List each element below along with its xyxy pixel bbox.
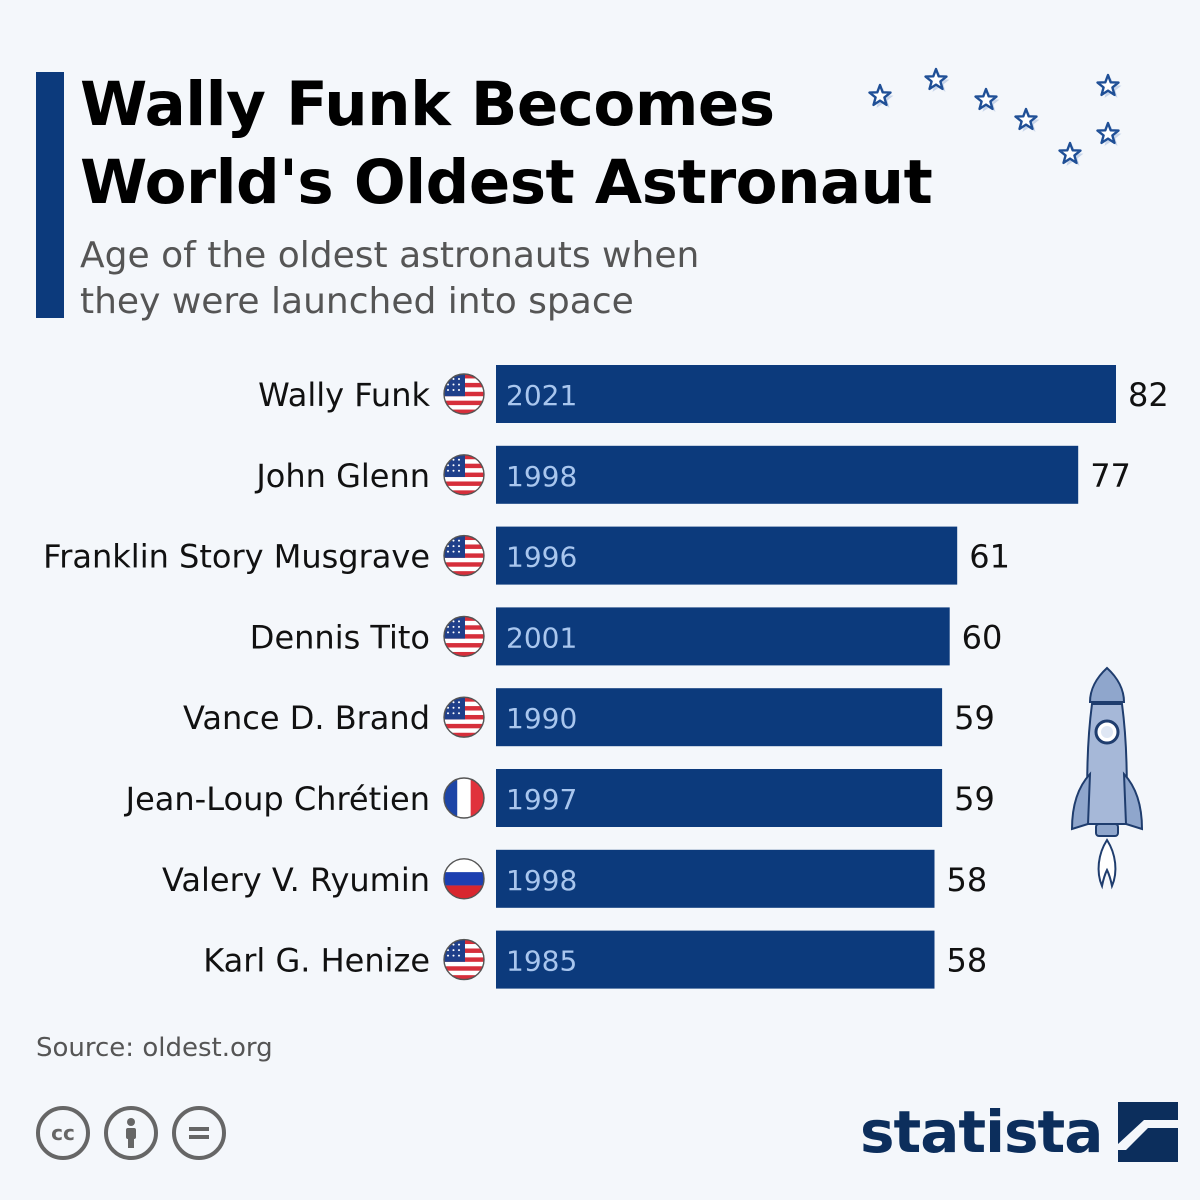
bar — [496, 607, 950, 666]
subtitle-line-2: they were launched into space — [80, 281, 634, 322]
year-label: 1985 — [506, 945, 577, 978]
star-icon — [924, 67, 948, 91]
value-label: 58 — [947, 942, 988, 980]
statista-mark-icon — [1118, 1102, 1179, 1162]
category-label: Valery V. Ryumin — [162, 861, 430, 899]
star-icon — [1096, 73, 1120, 97]
value-label: 61 — [969, 538, 1010, 576]
bar-row: Jean-Loup Chrétien 1997 59 — [124, 769, 995, 827]
bar — [496, 930, 935, 989]
us-flag-icon — [443, 534, 485, 577]
bar-row: John Glenn 1998 77 — [254, 445, 1131, 504]
subtitle-line-1: Age of the oldest astronauts when — [80, 235, 700, 276]
star-icon — [1096, 121, 1120, 145]
category-label: Karl G. Henize — [203, 942, 430, 980]
title-line-1: Wally Funk Becomes — [80, 69, 775, 140]
star-icon — [1014, 107, 1038, 131]
us-flag-icon — [443, 938, 485, 981]
category-label: Wally Funk — [258, 376, 430, 414]
attribution-icon[interactable] — [104, 1106, 158, 1160]
bar — [496, 849, 935, 908]
statista-logo[interactable]: statista — [860, 1098, 1179, 1166]
value-label: 60 — [962, 618, 1003, 656]
bar-row: Dennis Tito 2001 60 — [250, 607, 1003, 666]
category-label: Vance D. Brand — [183, 699, 430, 737]
page-title: Wally Funk Becomes World's Oldest Astron… — [80, 66, 1020, 222]
star-icon — [974, 87, 998, 111]
year-label: 2001 — [506, 621, 577, 654]
france-flag-icon — [443, 777, 485, 819]
value-label: 58 — [947, 861, 988, 899]
russia-flag-icon — [443, 858, 485, 900]
bar-row: Vance D. Brand 1990 59 — [183, 688, 995, 747]
us-flag-icon — [443, 615, 485, 658]
category-label: Dennis Tito — [250, 618, 430, 656]
bar-row: Valery V. Ryumin 1998 58 — [162, 849, 988, 908]
bar-chart: Wally Funk 2021 82 John Glenn 1998 77 Franklin… — [43, 365, 1169, 989]
rocket-icon — [1070, 666, 1144, 890]
category-label: Jean-Loup Chrétien — [124, 780, 430, 818]
stars-decoration — [868, 67, 1122, 166]
bar — [496, 365, 1116, 423]
bar — [496, 769, 943, 827]
bar — [496, 445, 1079, 504]
year-label: 1997 — [506, 783, 577, 816]
bar-row: Wally Funk 2021 82 — [258, 365, 1169, 423]
year-label: 1996 — [506, 541, 577, 574]
cc-icon[interactable]: cc — [36, 1106, 90, 1160]
page-subtitle: Age of the oldest astronauts when they w… — [80, 233, 780, 325]
bar-row: Franklin Story Musgrave 1996 61 — [43, 526, 1010, 585]
year-label: 1998 — [506, 460, 577, 493]
category-label: John Glenn — [254, 457, 430, 495]
bar — [496, 526, 958, 585]
us-flag-icon — [443, 696, 485, 738]
category-label: Franklin Story Musgrave — [43, 538, 430, 576]
value-label: 59 — [954, 780, 995, 818]
year-label: 1990 — [506, 702, 577, 735]
value-label: 82 — [1128, 376, 1169, 414]
us-flag-icon — [443, 454, 485, 496]
bar — [496, 688, 943, 747]
star-icon — [1058, 141, 1082, 165]
no-derivatives-icon[interactable] — [172, 1106, 226, 1160]
value-label: 59 — [954, 699, 995, 737]
source-note: Source: oldest.org — [36, 1033, 273, 1063]
title-line-2: World's Oldest Astronaut — [80, 147, 933, 218]
accent-bar — [36, 72, 64, 318]
bar-row: Karl G. Henize 1985 58 — [203, 930, 988, 989]
year-label: 1998 — [506, 864, 577, 897]
brand-name: statista — [860, 1098, 1103, 1166]
star-icon — [868, 83, 892, 107]
year-label: 2021 — [506, 379, 577, 412]
us-flag-icon — [443, 373, 485, 415]
value-label: 77 — [1090, 457, 1131, 495]
license-icons: cc — [36, 1106, 226, 1160]
